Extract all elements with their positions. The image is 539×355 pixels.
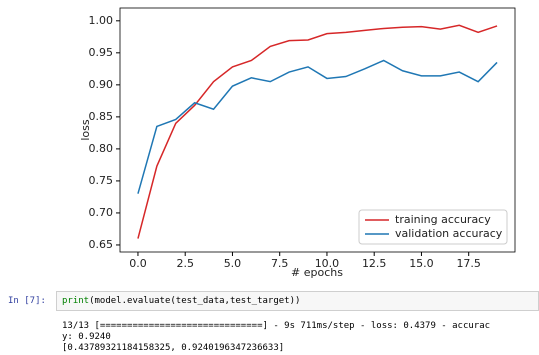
x-tick-label: 15.0 (409, 257, 434, 270)
x-tick-label: 10.0 (315, 257, 340, 270)
x-tick-label: 5.0 (224, 257, 242, 270)
x-tick-label: 2.5 (176, 257, 194, 270)
legend (358, 209, 508, 245)
plot-area (119, 7, 516, 253)
y-tick-label: 0.65 (89, 238, 114, 251)
line (137, 24, 498, 239)
y-tick-label: 0.85 (89, 110, 114, 123)
y-tick-label: 0.95 (89, 46, 114, 59)
output-line: y: 0.9240 (62, 332, 111, 342)
y-tick-label: 1.00 (89, 14, 114, 27)
x-tick-label: 17.5 (456, 257, 481, 270)
prompt: In [7]: (8, 296, 46, 306)
legend-label: validation accuracy (395, 227, 503, 240)
y-tick-label: 0.90 (89, 78, 114, 91)
x-tick-label: 7.5 (271, 257, 289, 270)
x-tick-label: 0.0 (129, 257, 147, 270)
code-text: (model.evaluate(test_data,test_target)) (89, 296, 301, 306)
y-tick-label: 0.70 (89, 206, 114, 219)
x-tick-label: 12.5 (362, 257, 387, 270)
y-tick-label: 0.80 (89, 142, 114, 155)
y-tick-label: 0.75 (89, 174, 114, 187)
output-line: 13/13 [==============================] -… (62, 321, 491, 331)
x-axis-label: # epochs (291, 266, 343, 279)
code: print(model.evaluate(test_data,test_targ… (62, 296, 300, 306)
legend-label: training accuracy (395, 213, 491, 226)
code-keyword: print (62, 296, 90, 306)
y-axis-label: loss (79, 119, 92, 141)
line (137, 59, 498, 194)
output-line: [0.43789321184158325, 0.9240196347236633… (62, 343, 285, 353)
chart: loss # epochs 0.65 0.70 0.75 0.80 0.85 0.90 0.… (79, 7, 516, 279)
